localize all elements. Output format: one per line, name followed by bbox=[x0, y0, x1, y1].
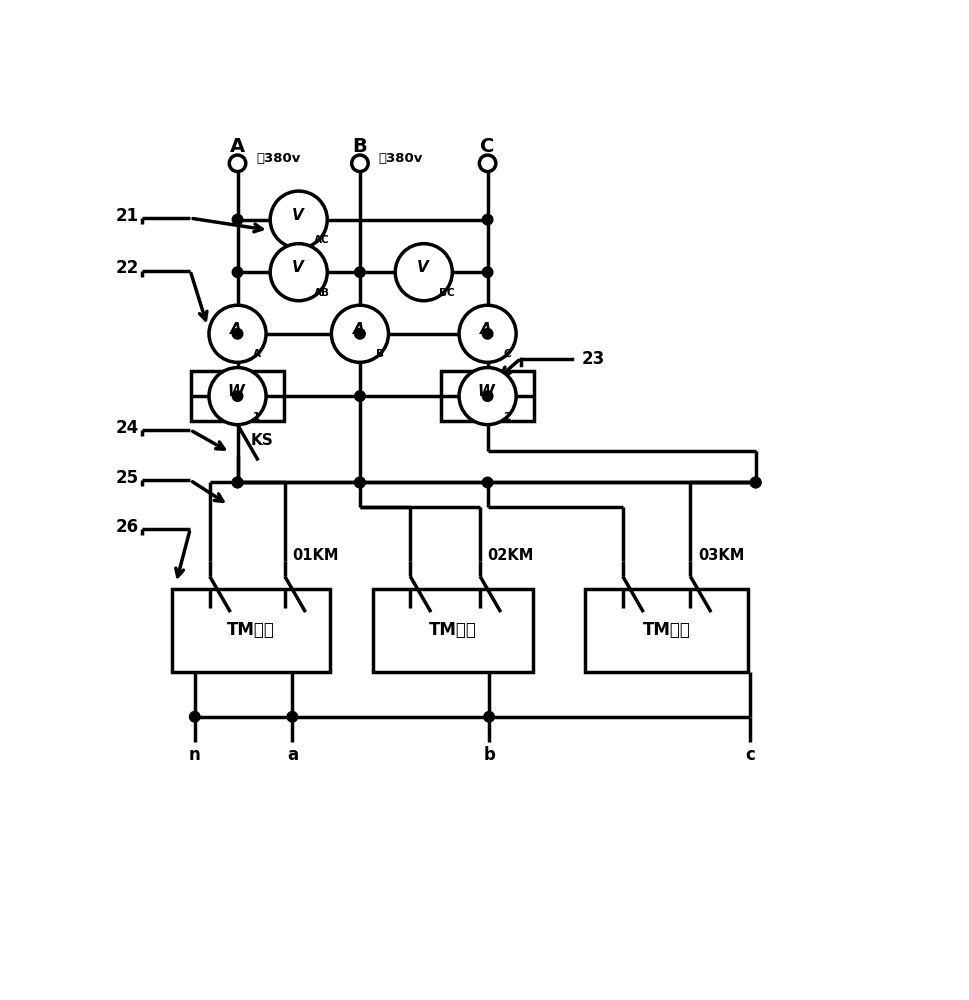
Circle shape bbox=[209, 368, 266, 425]
Text: 22: 22 bbox=[116, 259, 140, 277]
Bar bbox=[585, 589, 748, 672]
Text: TM电路: TM电路 bbox=[642, 621, 691, 639]
Circle shape bbox=[355, 267, 365, 277]
Text: A: A bbox=[230, 137, 245, 156]
Text: 26: 26 bbox=[116, 518, 140, 536]
Text: W: W bbox=[228, 384, 244, 399]
Text: AC: AC bbox=[314, 235, 330, 245]
Text: ～380v: ～380v bbox=[379, 152, 423, 165]
Text: n: n bbox=[189, 746, 201, 764]
Text: 2: 2 bbox=[503, 412, 511, 422]
Text: 25: 25 bbox=[116, 469, 140, 487]
Text: 01KM: 01KM bbox=[293, 548, 339, 563]
Circle shape bbox=[355, 329, 365, 339]
Circle shape bbox=[270, 244, 328, 301]
Text: A: A bbox=[231, 322, 242, 337]
Text: W: W bbox=[478, 384, 494, 399]
Circle shape bbox=[355, 391, 365, 401]
Text: C: C bbox=[481, 137, 495, 156]
Circle shape bbox=[483, 477, 493, 488]
Circle shape bbox=[483, 391, 493, 401]
Circle shape bbox=[483, 329, 493, 339]
Circle shape bbox=[484, 712, 494, 722]
Circle shape bbox=[233, 267, 243, 277]
Bar bbox=[191, 371, 284, 421]
Circle shape bbox=[233, 329, 243, 339]
Circle shape bbox=[190, 712, 200, 722]
Text: b: b bbox=[484, 746, 495, 764]
Text: BC: BC bbox=[440, 288, 455, 298]
Text: A: A bbox=[481, 322, 492, 337]
Text: V: V bbox=[292, 208, 303, 223]
Circle shape bbox=[233, 477, 243, 488]
Bar bbox=[172, 589, 329, 672]
Text: ～380v: ～380v bbox=[256, 152, 300, 165]
Text: c: c bbox=[745, 746, 756, 764]
Text: TM电路: TM电路 bbox=[227, 621, 275, 639]
Circle shape bbox=[270, 191, 328, 248]
Circle shape bbox=[233, 214, 243, 225]
Circle shape bbox=[209, 305, 266, 362]
Text: V: V bbox=[417, 260, 428, 275]
Text: AB: AB bbox=[314, 288, 330, 298]
Circle shape bbox=[331, 305, 389, 362]
Text: 02KM: 02KM bbox=[487, 548, 534, 563]
Circle shape bbox=[483, 214, 493, 225]
Circle shape bbox=[459, 368, 516, 425]
Circle shape bbox=[287, 712, 297, 722]
Circle shape bbox=[355, 477, 365, 488]
Text: TM电路: TM电路 bbox=[428, 621, 477, 639]
Circle shape bbox=[750, 477, 761, 488]
Bar bbox=[373, 589, 533, 672]
Circle shape bbox=[395, 244, 453, 301]
Text: C: C bbox=[503, 349, 511, 359]
Circle shape bbox=[459, 305, 516, 362]
Circle shape bbox=[483, 267, 493, 277]
Circle shape bbox=[233, 391, 243, 401]
Text: B: B bbox=[376, 349, 384, 359]
Circle shape bbox=[750, 477, 761, 488]
Text: 23: 23 bbox=[581, 350, 605, 368]
Bar bbox=[441, 371, 534, 421]
Text: KS: KS bbox=[251, 433, 274, 448]
Text: 21: 21 bbox=[116, 207, 140, 225]
Circle shape bbox=[233, 477, 243, 488]
Text: 24: 24 bbox=[116, 419, 140, 437]
Text: B: B bbox=[353, 137, 367, 156]
Circle shape bbox=[355, 477, 365, 488]
Text: a: a bbox=[287, 746, 297, 764]
Text: 03KM: 03KM bbox=[698, 548, 744, 563]
Text: A: A bbox=[353, 322, 364, 337]
Text: 1: 1 bbox=[253, 412, 261, 422]
Text: A: A bbox=[253, 349, 262, 359]
Text: V: V bbox=[292, 260, 303, 275]
